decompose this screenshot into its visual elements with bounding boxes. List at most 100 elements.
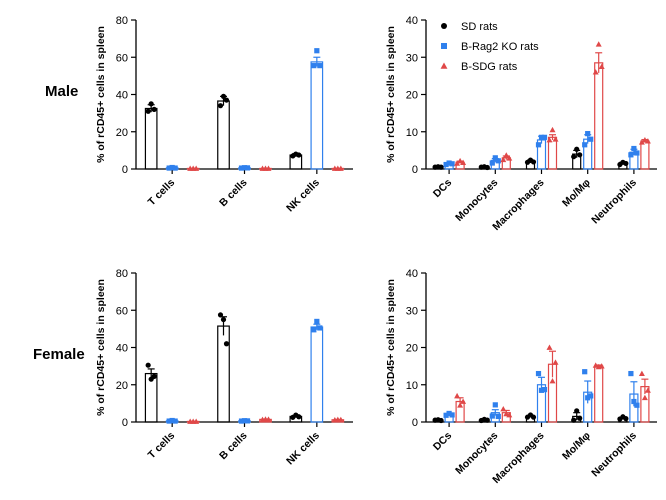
data-point-b-sdg-rats: [638, 139, 645, 145]
data-point-b-rag2-ko-rats: [446, 160, 452, 166]
y-tick-label: 10: [406, 380, 418, 392]
y-axis-title: % of rCD45+ cells in spleen: [385, 279, 397, 416]
data-point-b-sdg-rats: [546, 136, 553, 143]
data-point-b-rag2-ko-rats: [241, 418, 248, 424]
x-tick-label-b-cells: B cells: [217, 430, 250, 463]
data-point-b-rag2-ko-rats: [238, 165, 245, 171]
data-point-b-sdg-rats: [454, 392, 461, 399]
y-tick-label: 20: [406, 90, 418, 102]
data-point-b-sdg-rats: [546, 344, 553, 350]
data-point-b-sdg-rats: [506, 411, 513, 418]
y-tick-label: 60: [116, 52, 128, 64]
data-point-b-sdg-rats: [552, 136, 559, 142]
data-point-b-rag2-ko-rats: [628, 370, 634, 377]
data-point-b-rag2-ko-rats: [588, 136, 594, 142]
data-point-b-sdg-rats: [598, 63, 605, 69]
legend-label-sd-rats: SD rats: [461, 21, 498, 33]
data-point-sd-rats: [220, 93, 227, 99]
row-label-female: Female: [33, 346, 85, 363]
x-tick-label-neutrophils: Neutrophils: [589, 177, 639, 227]
legend-label-b-rag2-ko-rats: B-Rag2 KO rats: [461, 41, 539, 53]
chart-female-immune-cells: 0 20 40 60 80 % of rCD45+ cells in spleen T ce…: [95, 268, 353, 467]
bar-sd-rats-t-cells: [144, 107, 158, 170]
data-point-b-rag2-ko-rats: [585, 395, 591, 401]
x-tick-label-t-cells: T cells: [146, 177, 178, 209]
data-point-b-rag2-ko-rats: [538, 387, 545, 393]
x-tick-label-monocytes: Monocytes: [453, 177, 500, 224]
data-point-b-sdg-rats: [638, 370, 645, 376]
legend-label-b-sdg-rats: B-SDG rats: [461, 61, 518, 73]
x-tick-label-monocytes: Monocytes: [453, 430, 500, 477]
data-point-b-sdg-rats: [337, 165, 344, 171]
data-point-b-sdg-rats: [503, 152, 510, 158]
data-point-b-rag2-ko-rats: [166, 165, 172, 171]
bar-b-rag2-ko-rats-nk-cells: [310, 61, 324, 170]
data-point-b-sdg-rats: [552, 359, 559, 365]
x-tick-label-mo-m: Mo/Mφ: [560, 176, 593, 209]
y-tick-label: 30: [406, 52, 418, 64]
data-point-sd-rats: [574, 408, 580, 414]
data-point-b-rag2-ko-rats: [314, 318, 320, 325]
data-point-b-sdg-rats: [506, 155, 513, 161]
data-point-sd-rats: [438, 164, 444, 170]
bar-b-rag2-ko-rats-nk-cells: [310, 326, 324, 423]
y-tick-label: 80: [116, 15, 128, 27]
y-tick-label: 40: [116, 343, 128, 355]
bar-b-sdg-rats-mo-m: [594, 365, 604, 423]
data-point-b-sdg-rats: [500, 405, 507, 412]
legend-marker-b-sdg-rats: [440, 62, 448, 69]
x-tick-label-dcs: DCs: [431, 177, 454, 200]
y-tick-label: 20: [116, 127, 128, 139]
x-tick-label-nk-cells: NK cells: [284, 430, 322, 468]
x-tick-label-neutrophils: Neutrophils: [589, 430, 639, 480]
x-tick-label-mo-m: Mo/Mφ: [560, 429, 593, 462]
data-point-b-sdg-rats: [549, 126, 556, 133]
data-point-b-rag2-ko-rats: [631, 398, 637, 405]
data-point-b-rag2-ko-rats: [489, 413, 495, 419]
data-point-b-sdg-rats: [549, 378, 556, 384]
data-point-b-rag2-ko-rats: [172, 418, 178, 424]
data-point-b-rag2-ko-rats: [443, 161, 449, 168]
y-tick-label: 20: [116, 380, 128, 392]
data-point-sd-rats: [484, 417, 490, 423]
data-point-sd-rats: [148, 101, 154, 107]
data-point-b-sdg-rats: [265, 165, 272, 171]
y-tick-label: 40: [406, 268, 418, 280]
y-tick-label: 0: [412, 164, 418, 176]
y-tick-label: 60: [116, 305, 128, 317]
y-tick-label: 0: [122, 164, 128, 176]
data-point-sd-rats: [623, 416, 629, 422]
x-tick-label-b-cells: B cells: [217, 177, 250, 210]
data-point-sd-rats: [530, 414, 537, 420]
data-point-b-sdg-rats: [454, 160, 461, 166]
data-point-b-sdg-rats: [500, 156, 507, 163]
data-point-sd-rats: [577, 152, 583, 158]
y-tick-label: 40: [116, 90, 128, 102]
data-point-b-rag2-ko-rats: [585, 131, 591, 137]
data-point-b-sdg-rats: [193, 418, 200, 424]
data-point-b-rag2-ko-rats: [582, 369, 588, 375]
y-axis-title: % of rCD45+ cells in spleen: [385, 26, 397, 163]
legend-marker-sd-rats: [441, 23, 447, 29]
data-point-b-sdg-rats: [644, 138, 651, 144]
data-point-sd-rats: [574, 146, 580, 152]
data-point-b-rag2-ko-rats: [311, 327, 317, 333]
data-point-sd-rats: [623, 160, 629, 167]
bar-sd-rats-b-cells: [217, 325, 230, 423]
data-point-sd-rats: [296, 152, 302, 158]
data-point-b-rag2-ko-rats: [535, 142, 542, 148]
data-point-b-rag2-ko-rats: [244, 418, 251, 424]
data-point-b-rag2-ko-rats: [495, 158, 501, 164]
data-point-b-rag2-ko-rats: [541, 386, 548, 393]
data-point-b-sdg-rats: [265, 416, 272, 422]
data-point-b-rag2-ko-rats: [582, 142, 588, 148]
data-point-b-rag2-ko-rats: [492, 155, 498, 161]
data-point-sd-rats: [484, 164, 490, 171]
data-point-b-rag2-ko-rats: [449, 412, 455, 418]
row-label-male: Male: [45, 83, 79, 100]
y-tick-label: 40: [406, 15, 418, 27]
y-tick-label: 20: [406, 343, 418, 355]
data-point-sd-rats: [296, 414, 302, 420]
